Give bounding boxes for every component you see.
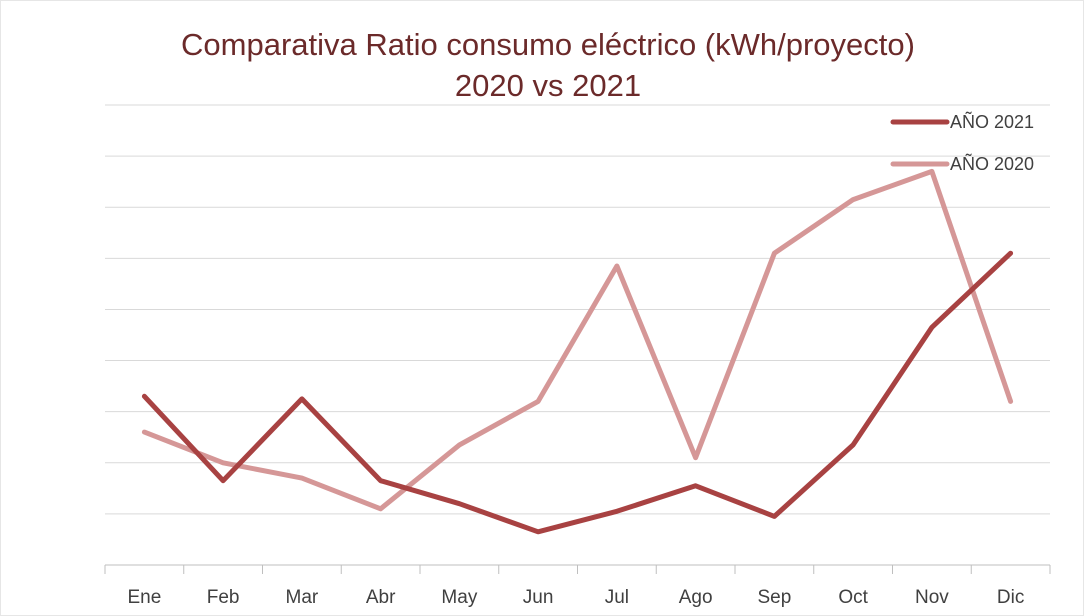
x-tick-label: Dic <box>997 587 1024 608</box>
legend-label: AÑO 2021 <box>950 111 1034 132</box>
x-tick-label: Jul <box>605 587 629 608</box>
chart-title-line-2: 2020 vs 2021 <box>455 68 641 103</box>
x-tick-label: Sep <box>757 587 791 608</box>
x-tick-label: Oct <box>838 587 868 608</box>
x-tick-label: Abr <box>366 587 396 608</box>
series-lines <box>141 168 1014 535</box>
series-line-ano-2020 <box>141 168 1014 512</box>
series-line-ano-2021 <box>141 250 1014 535</box>
x-tick-label: Ago <box>679 587 713 608</box>
x-tick-label: Mar <box>286 587 319 608</box>
chart-title-line-1: Comparativa Ratio consumo eléctrico (kWh… <box>181 27 915 62</box>
gridlines <box>105 104 1050 515</box>
x-tick-label: May <box>441 587 477 608</box>
x-tick-label: Ene <box>127 587 161 608</box>
x-tick-label: Jun <box>523 587 554 608</box>
legend: AÑO 2021 AÑO 2020 <box>890 111 1034 174</box>
x-axis: Ene Feb Mar Abr May Jun Jul Ago Sep Oct Nov Dic <box>104 564 1051 608</box>
x-tick-label: Nov <box>915 587 949 608</box>
legend-label: AÑO 2020 <box>950 153 1034 174</box>
x-tick-label: Feb <box>207 587 240 608</box>
